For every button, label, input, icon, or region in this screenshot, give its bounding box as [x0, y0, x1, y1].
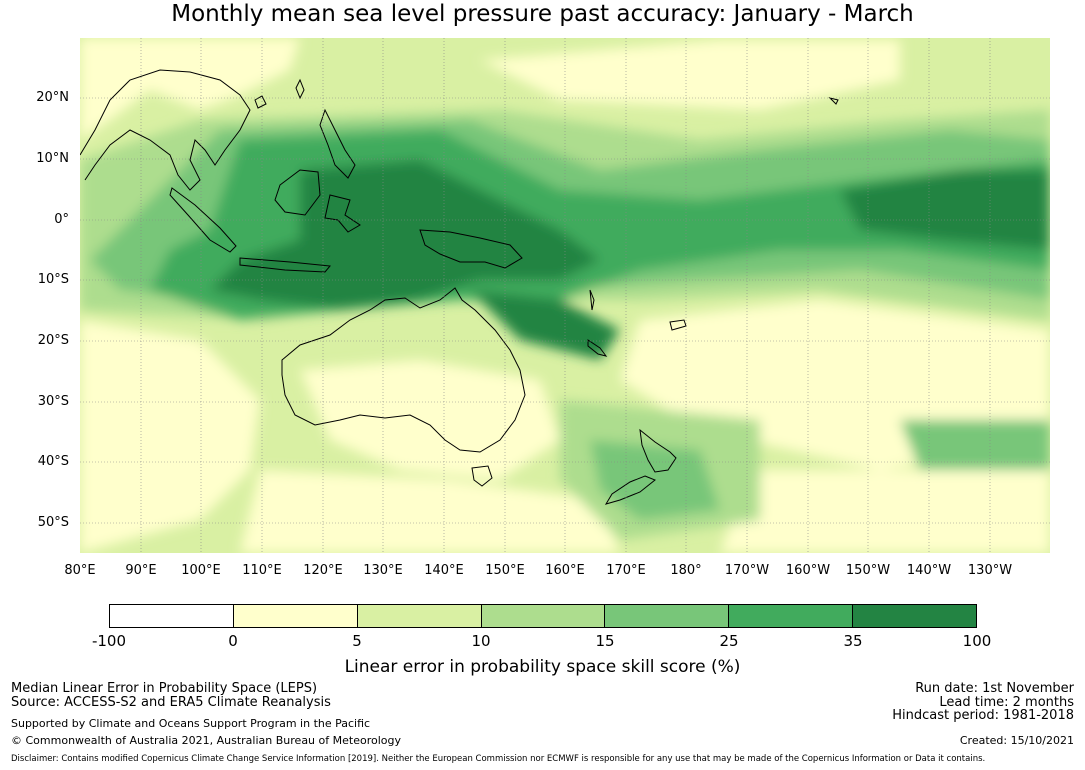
- skill-35-100-core: [210, 160, 600, 310]
- hawaii-coastline: [828, 97, 839, 105]
- lon-label-170w: 170°W: [724, 563, 770, 578]
- colorbar-tick-0: 0: [228, 632, 238, 650]
- colorbar-segment-25-35: [729, 605, 854, 627]
- lon-label-110e: 110°E: [242, 563, 282, 578]
- java-coastline: [239, 257, 331, 273]
- lon-label-140e: 140°E: [424, 563, 464, 578]
- skill-35-100-coralsea: [470, 290, 620, 360]
- colorbar-segment-10-15: [481, 605, 606, 627]
- lon-label-160w: 160°W: [785, 563, 831, 578]
- colorbar-segment-5-10: [357, 605, 482, 627]
- sulawesi-coastline: [324, 194, 361, 233]
- source-text: Source: ACCESS-S2 and ERA5 Climate Reana…: [11, 695, 331, 710]
- lat-label-10s: 10°S: [37, 272, 69, 287]
- new-zealand-north-coastline: [639, 428, 677, 473]
- lon-label-150w: 150°W: [845, 563, 891, 578]
- asia-coastline: [80, 69, 251, 191]
- low-skill-area-northwest: [80, 38, 300, 140]
- disclaimer-text: Disclaimer: Contains modified Copernicus…: [11, 754, 986, 764]
- lon-label-120e: 120°E: [303, 563, 343, 578]
- new-caledonia-coastline: [587, 339, 608, 357]
- colorbar-tick-25: 25: [719, 632, 739, 650]
- colorbar-segment-35-100: [853, 605, 977, 627]
- low-skill-area-north: [480, 40, 900, 110]
- australia-coastline: [281, 287, 526, 453]
- lat-label-40s: 40°S: [37, 454, 69, 469]
- colorbar-tick-100: 100: [962, 632, 992, 650]
- borneo-coastline: [274, 169, 321, 216]
- lon-label-130e: 130°E: [363, 563, 403, 578]
- colorbar: [109, 604, 977, 628]
- support-text: Supported by Climate and Oceans Support …: [11, 717, 371, 730]
- lon-label-100e: 100°E: [181, 563, 221, 578]
- lon-label-160e: 160°E: [545, 563, 585, 578]
- skill-35-100-east: [840, 170, 1050, 250]
- lon-label-80e: 80°E: [64, 563, 96, 578]
- lon-label-170e: 170°E: [606, 563, 646, 578]
- colorbar-tick-10: 10: [471, 632, 491, 650]
- lat-label-50s: 50°S: [37, 515, 69, 530]
- hindcast-text: Hindcast period: 1981-2018: [892, 708, 1074, 723]
- tasmania-coastline: [471, 465, 493, 487]
- lead-time-text: Lead time: 2 months: [939, 695, 1074, 710]
- low-skill-area-southwest: [80, 320, 260, 553]
- lon-label-90e: 90°E: [125, 563, 157, 578]
- colorbar-tick-35: 35: [843, 632, 863, 650]
- created-text: Created: 15/10/2021: [959, 734, 1074, 747]
- low-skill-area-australia: [300, 360, 560, 480]
- lon-label-140w: 140°W: [906, 563, 952, 578]
- lat-label-30s: 30°S: [37, 394, 69, 409]
- lat-label-10n: 10°N: [36, 151, 69, 166]
- colorbar-segment-neg100-0: [110, 605, 234, 627]
- philippines-coastline: [319, 108, 356, 179]
- taiwan-coastline: [295, 78, 305, 100]
- colorbar-label: Linear error in probability space skill …: [344, 657, 741, 677]
- new-guinea-coastline: [419, 229, 523, 269]
- colorbar-tick-5: 5: [352, 632, 362, 650]
- skill-score-map: [80, 38, 1050, 553]
- low-skill-area-southeast: [720, 470, 1050, 553]
- lon-label-180: 180°: [670, 563, 702, 578]
- sumatra-coastline: [169, 187, 237, 253]
- lat-label-20s: 20°S: [37, 333, 69, 348]
- lon-label-150e: 150°E: [485, 563, 525, 578]
- new-zealand-south-coastline: [604, 475, 656, 505]
- skill-15-25-southeast: [900, 420, 1050, 470]
- coastlines: [80, 69, 839, 505]
- vanuatu-coastline: [589, 289, 595, 311]
- lat-label-20n: 20°N: [36, 90, 69, 105]
- run-date-text: Run date: 1st November: [915, 681, 1074, 696]
- colorbar-segment-15-25: [605, 605, 730, 627]
- graticule: [80, 38, 1050, 553]
- hainan-coastline: [254, 95, 267, 109]
- copyright-text: © Commonwealth of Australia 2021, Austra…: [11, 734, 401, 747]
- low-skill-area-south: [240, 470, 620, 553]
- lon-label-130w: 130°W: [967, 563, 1013, 578]
- colorbar-tick-neg100: -100: [91, 632, 127, 650]
- method-text: Median Linear Error in Probability Space…: [11, 681, 318, 696]
- lat-label-0: 0°: [54, 212, 69, 227]
- chart-title: Monthly mean sea level pressure past acc…: [171, 1, 914, 27]
- colorbar-segment-0-5: [233, 605, 358, 627]
- colorbar-tick-15: 15: [595, 632, 615, 650]
